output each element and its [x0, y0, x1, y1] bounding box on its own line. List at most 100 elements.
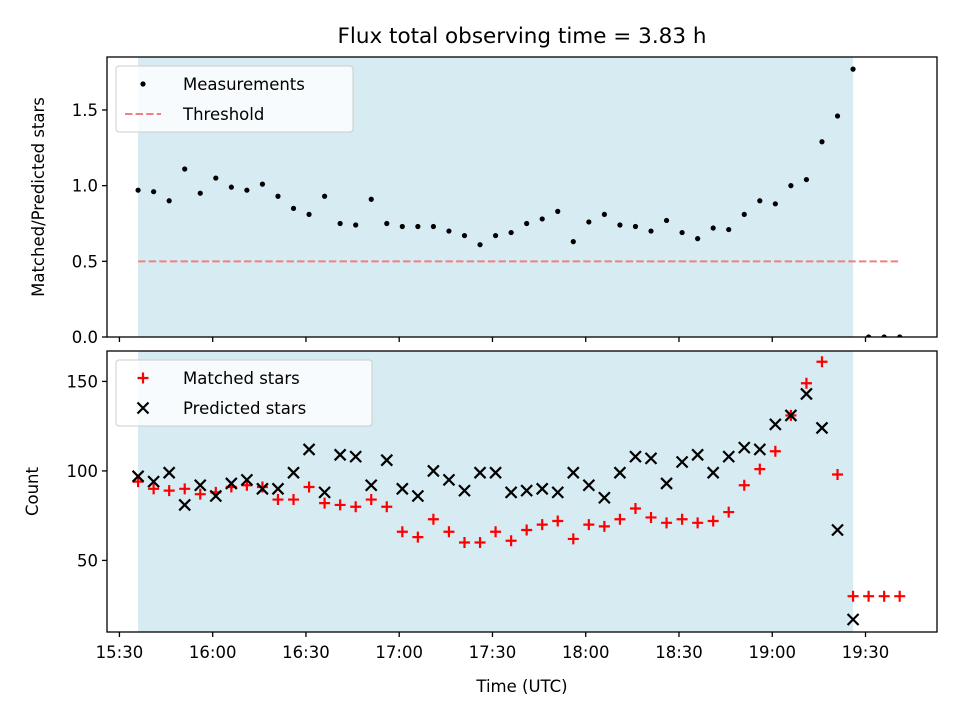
matched-stars-point — [163, 485, 175, 497]
predicted-stars-point — [162, 466, 176, 479]
matched-stars-point — [132, 476, 144, 488]
predicted-stars-point — [598, 491, 611, 505]
legend-box — [115, 359, 373, 427]
predicted-stars-point — [178, 498, 191, 512]
predicted-stars-point — [784, 409, 798, 422]
measurement-point — [710, 225, 716, 231]
predicted-stars-point — [675, 455, 689, 469]
matched-stars-point — [707, 515, 719, 527]
measurement-point — [772, 201, 778, 207]
measurement-point — [337, 220, 343, 227]
measurement-point — [492, 232, 499, 239]
legend-label: Predicted stars — [183, 399, 306, 418]
matched-stars-point — [241, 479, 253, 491]
axes-frame — [106, 56, 938, 338]
measurement-point — [726, 226, 732, 233]
x-axis-label: Time (UTC) — [475, 677, 567, 696]
plot-area — [135, 66, 903, 337]
matched-stars-point — [365, 494, 377, 506]
measurement-point — [166, 198, 172, 204]
legend-label: Threshold — [182, 105, 264, 124]
matched-stars-point — [272, 494, 284, 506]
predicted-stars-point — [644, 452, 658, 465]
matched-stars-point — [303, 481, 315, 493]
predicted-stars-point — [473, 466, 487, 479]
measurement-point — [834, 113, 841, 119]
measurement-point — [306, 211, 312, 218]
matched-stars-point — [692, 517, 704, 529]
matched-stars-point — [490, 526, 502, 538]
y-tick-label: 1.5 — [72, 101, 98, 120]
measurement-point — [819, 139, 825, 145]
predicted-stars-point — [147, 475, 160, 488]
x-tick-label: 16:00 — [189, 643, 237, 662]
predicted-stars-point — [427, 464, 440, 478]
legend-matched-marker — [137, 372, 149, 384]
matched-stars-point — [878, 590, 890, 602]
measurement-point — [322, 193, 328, 199]
predicted-stars-point — [815, 421, 829, 435]
measurement-point — [586, 219, 592, 225]
matched-stars-point — [847, 590, 859, 602]
predicted-stars-point — [660, 477, 673, 490]
predicted-stars-point — [333, 448, 347, 462]
predicted-stars-point — [520, 484, 533, 497]
measurement-point — [508, 229, 514, 236]
predicted-stars-point — [193, 478, 207, 492]
predicted-stars-point — [411, 489, 425, 503]
y-tick-label: 100 — [67, 462, 99, 481]
measurement-point — [524, 220, 530, 227]
matched-stars-point — [552, 515, 564, 527]
matched-stars-point — [676, 513, 688, 525]
measurement-point — [695, 236, 701, 242]
matched-stars-point — [334, 499, 346, 511]
predicted-stars-point — [691, 448, 704, 462]
x-tick-label: 18:00 — [562, 643, 610, 662]
predicted-stars-point — [567, 466, 580, 479]
matched-stars-point — [536, 519, 548, 531]
y-axis-label: Matched/Predicted stars — [29, 97, 48, 297]
matched-stars-point — [521, 524, 533, 536]
matched-stars-point — [629, 503, 641, 515]
measurement-point — [415, 223, 421, 230]
x-tick-label: 19:00 — [748, 643, 796, 662]
predicted-stars-point — [551, 486, 565, 499]
measurement-point — [555, 208, 561, 214]
measurement-point — [461, 232, 468, 239]
measurement-point — [353, 222, 359, 228]
matched-stars-point — [505, 535, 517, 547]
matched-stars-point — [816, 356, 828, 368]
matched-stars-point — [319, 497, 331, 509]
predicted-stars-point — [380, 453, 394, 467]
y-axis-label: Count — [23, 466, 42, 516]
predicted-stars-point — [722, 450, 736, 463]
measurement-point — [601, 211, 607, 218]
y-tick-label: 50 — [77, 551, 98, 570]
x-tick-label: 17:30 — [469, 643, 517, 662]
matched-stars-point — [583, 519, 595, 531]
matched-stars-point — [288, 494, 300, 506]
matched-stars-point — [412, 531, 424, 543]
measurement-point — [570, 239, 576, 245]
predicted-stars-point — [629, 450, 642, 463]
plot-area — [131, 356, 906, 626]
measurement-point — [368, 196, 374, 202]
measurement-point — [430, 223, 437, 230]
matched-stars-point — [598, 520, 610, 532]
predicted-stars-point — [131, 470, 145, 483]
predicted-stars-point — [504, 486, 518, 499]
measurement-point — [741, 211, 747, 218]
measurement-point — [290, 205, 297, 211]
measurement-point — [788, 183, 794, 189]
predicted-stars-point — [800, 387, 813, 401]
y-tick-label: 0.5 — [72, 252, 98, 271]
matched-stars-point — [179, 483, 191, 495]
measurement-point — [850, 66, 856, 72]
predicted-stars-point — [209, 489, 223, 503]
measurement-point — [259, 181, 266, 187]
matched-stars-point — [832, 468, 844, 480]
matched-stars-point — [396, 526, 408, 538]
legend: Measurements Threshold — [115, 65, 354, 133]
ratio-panel: 0.0 0.5 1.0 1.5 Matched/Predicted stars Measu… — [29, 56, 938, 347]
y-tick-label: 150 — [67, 372, 99, 391]
